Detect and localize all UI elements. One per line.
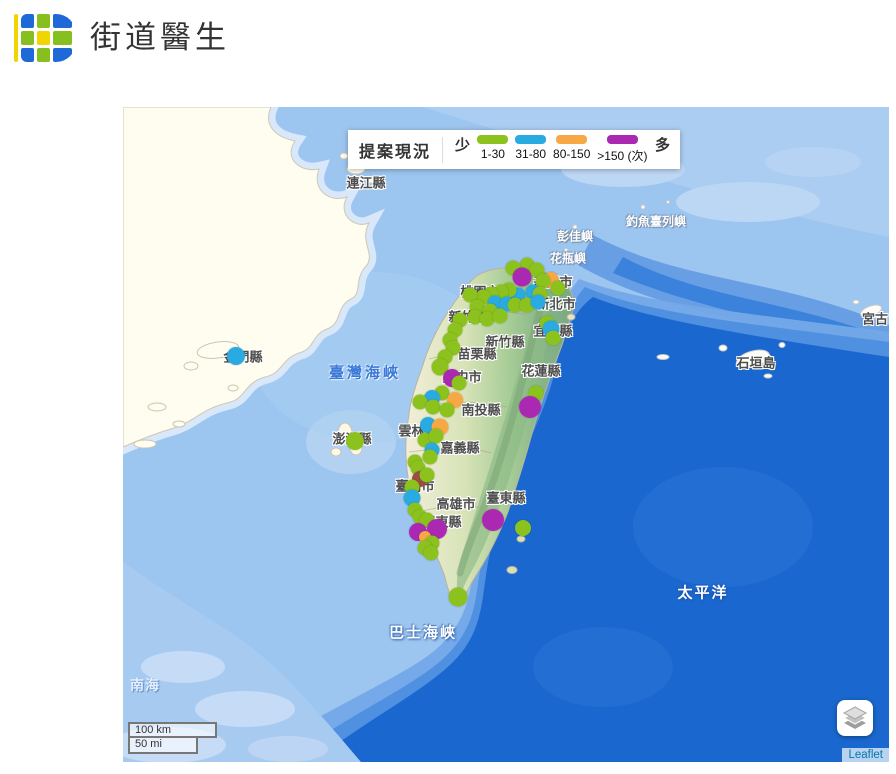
- place-label: 彭佳嶼: [556, 229, 594, 244]
- logo-accent-bar: [14, 14, 18, 62]
- legend-items: 1-30 31-80 80-150 >150 (次): [474, 135, 651, 164]
- place-label: 太平洋: [677, 584, 729, 602]
- place-label: 新北市: [536, 296, 576, 312]
- proposal-marker[interactable]: [545, 330, 561, 346]
- proposal-marker[interactable]: [412, 394, 428, 410]
- legend-divider: [442, 136, 444, 163]
- place-label: 高雄市: [436, 496, 476, 512]
- place-label: 南海: [130, 677, 160, 693]
- logo-grid-icon: [21, 14, 76, 62]
- legend-item: 1-30: [477, 135, 509, 161]
- scale-control: 100 km 50 mi: [128, 722, 217, 754]
- proposal-marker[interactable]: [515, 520, 531, 536]
- proposal-marker[interactable]: [479, 311, 495, 327]
- proposal-marker[interactable]: [462, 287, 478, 303]
- proposal-marker[interactable]: [492, 308, 508, 324]
- legend-many-label: 多: [654, 137, 670, 154]
- legend-few-label: 少: [455, 137, 471, 154]
- proposal-marker[interactable]: [535, 273, 551, 289]
- scale-mi: 50 mi: [128, 738, 198, 754]
- proposal-marker[interactable]: [425, 399, 441, 415]
- proposal-marker[interactable]: [550, 280, 566, 296]
- proposal-marker[interactable]: [519, 396, 541, 418]
- place-label: 臺灣海峽: [328, 364, 402, 382]
- proposal-marker[interactable]: [422, 449, 438, 465]
- proposal-marker[interactable]: [423, 545, 439, 561]
- proposal-marker[interactable]: [448, 587, 468, 607]
- legend-swatch: [515, 135, 547, 144]
- proposal-marker[interactable]: [227, 347, 245, 365]
- legend-item: 31-80: [515, 135, 547, 161]
- proposal-marker[interactable]: [467, 309, 483, 325]
- leaflet-attribution-link[interactable]: Leaflet: [848, 749, 883, 761]
- layers-icon: [842, 706, 868, 729]
- legend-swatch: [606, 135, 638, 144]
- proposal-marker[interactable]: [451, 375, 467, 391]
- proposal-marker[interactable]: [507, 297, 523, 313]
- proposal-marker[interactable]: [419, 467, 435, 483]
- legend-item: >150 (次): [597, 135, 648, 164]
- place-label: 石垣島: [736, 355, 776, 371]
- place-label: 巴士海峽: [388, 624, 458, 642]
- legend-title: 提案現況: [359, 143, 432, 161]
- legend-swatch: [556, 135, 588, 144]
- attribution-bar: Leaflet: [842, 748, 889, 762]
- place-label: 花蓮縣: [521, 363, 561, 379]
- proposal-marker[interactable]: [482, 509, 504, 531]
- legend-item: 80-150: [553, 135, 590, 161]
- map[interactable]: 連江縣釣魚臺列嶼彭佳嶼花瓶嶼宮古石垣島基隆市新北市桃園市新竹市宜蘭縣新竹縣苗栗縣…: [123, 107, 889, 762]
- proposal-marker[interactable]: [530, 294, 546, 310]
- proposal-marker[interactable]: [346, 432, 364, 450]
- site-title: 街道醫生: [90, 20, 230, 55]
- street-doctor-logo[interactable]: [14, 14, 76, 62]
- place-label: 苗栗縣: [457, 346, 497, 362]
- proposal-marker[interactable]: [427, 519, 447, 539]
- place-label: 南投縣: [461, 402, 501, 418]
- scale-km: 100 km: [128, 722, 217, 738]
- place-label: 花瓶嶼: [549, 251, 587, 266]
- place-label: 臺東縣: [486, 490, 526, 506]
- proposal-marker[interactable]: [403, 489, 421, 507]
- layers-control-button[interactable]: [837, 700, 873, 736]
- place-label: 宮古: [861, 311, 889, 327]
- place-label: 連江縣: [346, 175, 386, 191]
- proposal-marker[interactable]: [439, 402, 455, 418]
- proposal-legend: 提案現況 少 1-30 31-80 80-150 >150 (次) 多: [348, 130, 680, 169]
- place-label: 新竹縣: [485, 334, 525, 350]
- site-header: 街道醫生: [0, 0, 896, 80]
- place-label: 釣魚臺列嶼: [625, 214, 687, 229]
- place-label: 嘉義縣: [440, 440, 480, 456]
- proposal-marker[interactable]: [512, 267, 532, 287]
- map-basemap: [123, 107, 889, 762]
- proposal-marker[interactable]: [428, 428, 444, 444]
- legend-swatch: [477, 135, 509, 144]
